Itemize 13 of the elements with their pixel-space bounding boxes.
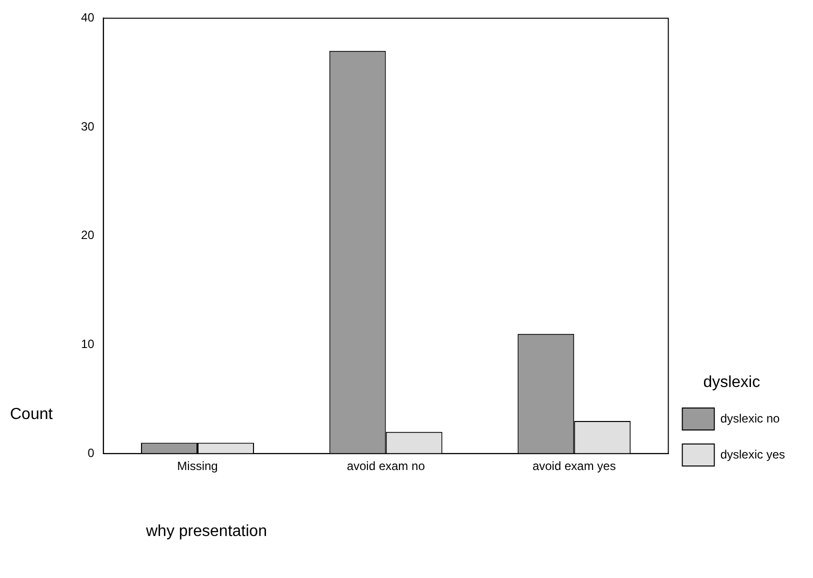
x-axis-title: why presentation <box>146 523 267 541</box>
x-tick-label: Missing <box>177 459 218 474</box>
y-tick-label: 40 <box>80 10 95 25</box>
x-tick-label: avoid exam yes <box>532 459 616 474</box>
y-tick-label: 10 <box>80 337 95 352</box>
y-tick-label: 0 <box>88 446 95 460</box>
y-tick-label: 30 <box>80 119 95 134</box>
legend-title: dyslexic <box>703 374 760 392</box>
x-tick-label: avoid exam no <box>346 459 426 474</box>
legend-label: dyslexic yes <box>720 447 785 462</box>
y-axis-title: Count <box>10 406 53 424</box>
legend-label: dyslexic no <box>720 411 780 426</box>
y-tick-label: 20 <box>80 228 95 242</box>
